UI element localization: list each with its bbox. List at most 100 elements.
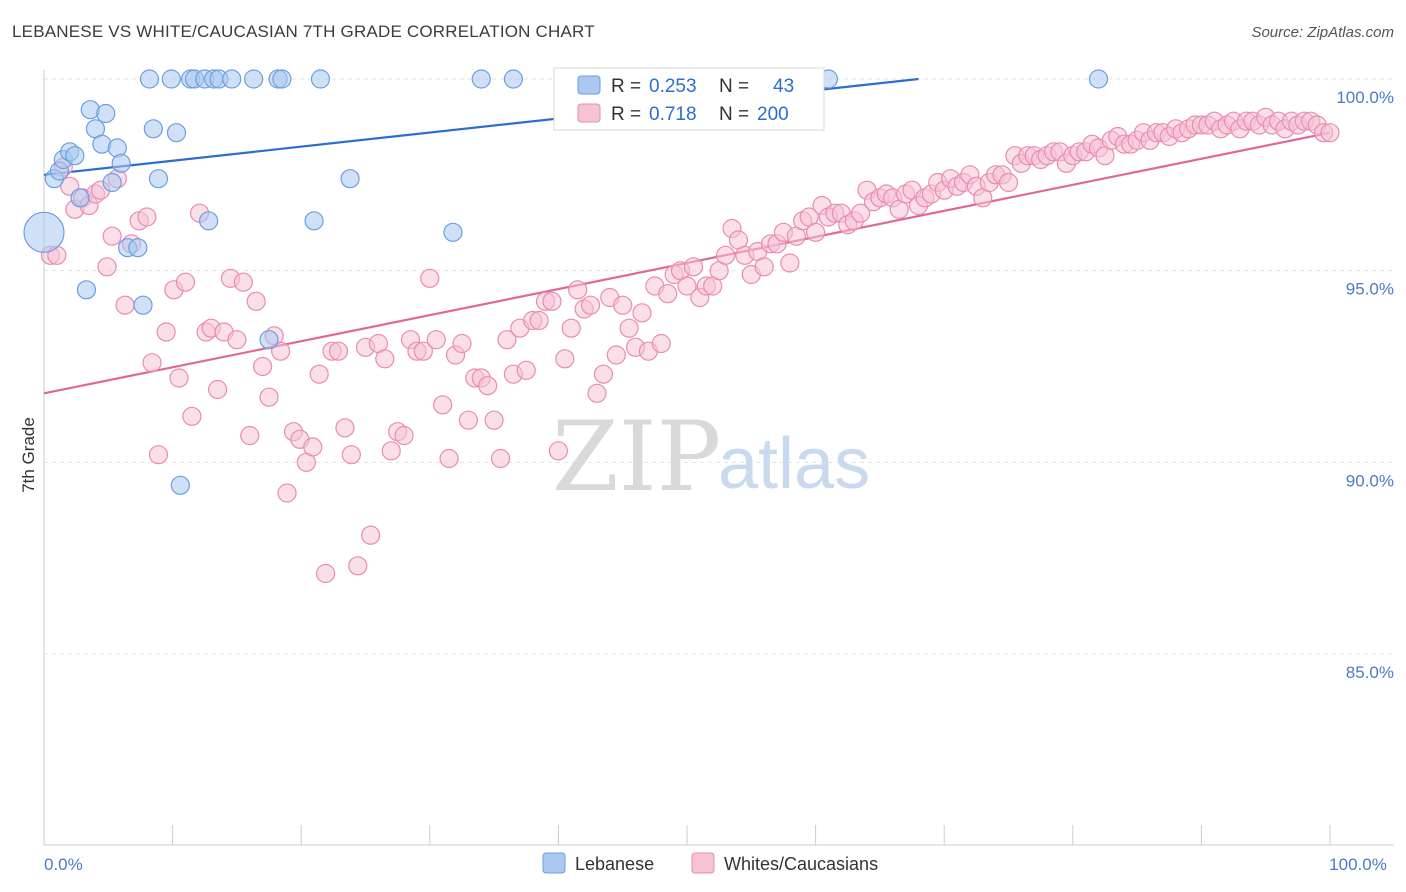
whites-point — [394, 425, 414, 446]
whites-point — [593, 364, 614, 384]
lebanese-n-value: 43 — [773, 76, 794, 97]
lebanese-point — [304, 211, 324, 231]
lebanese-point — [76, 280, 97, 300]
whites-point — [142, 353, 162, 373]
lebanese-point — [1088, 69, 1109, 89]
lebanese-point — [259, 330, 279, 350]
whites-point — [715, 245, 736, 265]
whites-point — [413, 341, 433, 361]
lebanese-swatch — [577, 75, 601, 95]
axes — [43, 70, 1394, 846]
whites-point — [683, 257, 704, 277]
gridlines — [44, 78, 1394, 655]
lebanese-point — [272, 69, 292, 89]
whites-point — [780, 253, 800, 273]
whites-point — [998, 172, 1019, 193]
whites-point — [246, 291, 266, 311]
whites-point — [677, 276, 697, 296]
y-axis-label: 7th Grade — [19, 417, 38, 493]
lebanese-point — [102, 172, 122, 193]
whites-point — [169, 368, 189, 388]
x-tick-label: 0.0% — [44, 855, 83, 874]
watermark-zip: ZIP — [552, 401, 721, 513]
whites-point — [478, 376, 498, 396]
whites-point — [851, 203, 871, 223]
whites-r-label: R = — [611, 104, 641, 125]
legend-lebanese-label: Lebanese — [575, 854, 654, 874]
lebanese-point — [143, 119, 163, 139]
whites-point — [651, 333, 671, 354]
whites-point — [548, 441, 569, 461]
legend-whites-label: Whites/Caucasians — [724, 854, 878, 874]
lebanese-r-value: 0.253 — [649, 76, 697, 97]
chart-title: LEBANESE VS WHITE/CAUCASIAN 7TH GRADE CO… — [12, 22, 595, 41]
whites-point — [568, 280, 588, 300]
whites-point — [613, 295, 633, 315]
whites-n-label: N = — [719, 104, 749, 125]
whites-point — [348, 556, 368, 576]
whites-n-value: 200 — [757, 104, 789, 125]
whites-point — [542, 291, 562, 311]
lebanese-point — [170, 475, 190, 495]
y-tick-label: 95.0% — [1346, 280, 1394, 299]
y-tick-label: 90.0% — [1346, 471, 1394, 490]
lebanese-point — [23, 211, 65, 253]
y-tick-label: 100.0% — [1336, 88, 1394, 107]
source-credit: Source: ZipAtlas.com — [1251, 24, 1394, 41]
lebanese-point — [222, 69, 242, 89]
whites-point — [805, 222, 826, 242]
lebanese-point — [111, 153, 131, 173]
series-legend: Lebanese Whites/Caucasians — [542, 852, 878, 874]
whites-point — [328, 341, 349, 361]
watermark: ZIP atlas — [552, 401, 870, 513]
whites-point — [148, 445, 169, 465]
whites-point — [497, 330, 517, 350]
whites-point — [303, 437, 323, 457]
whites-point — [619, 318, 639, 338]
lebanese-point — [443, 222, 463, 242]
whites-point — [381, 441, 401, 461]
whites-r-value: 0.718 — [649, 104, 697, 125]
lebanese-point — [310, 69, 331, 89]
whites-point — [335, 418, 355, 438]
whites-point — [277, 483, 297, 503]
lebanese-point — [244, 69, 264, 89]
whites-point — [253, 356, 273, 377]
whites-point — [208, 379, 228, 400]
whites-point — [420, 268, 440, 288]
lebanese-n-label: N = — [719, 76, 749, 97]
whites-point — [484, 410, 504, 430]
whites-point — [97, 257, 117, 277]
whites-point — [458, 410, 478, 430]
lebanese-point — [471, 69, 491, 89]
whites-swatch — [577, 103, 601, 123]
lebanese-point — [96, 103, 116, 124]
whites-point — [658, 284, 678, 304]
lebanese-point — [166, 123, 187, 143]
whites-point — [115, 295, 135, 315]
whites-point — [271, 341, 291, 361]
whites-point — [316, 563, 336, 584]
whites-point — [233, 272, 253, 292]
whites-point — [309, 364, 329, 384]
whites-point — [182, 406, 202, 426]
whites-point — [102, 226, 122, 246]
whites-point — [587, 383, 607, 403]
lebanese-point — [340, 169, 360, 189]
whites-point — [632, 303, 652, 323]
whites-point — [426, 330, 446, 350]
whites-point — [490, 448, 511, 469]
data-points — [23, 69, 1340, 584]
whites-point — [375, 349, 395, 369]
whites-point — [439, 448, 459, 469]
y-tick-label: 85.0% — [1346, 663, 1394, 682]
watermark-atlas: atlas — [718, 424, 870, 504]
lebanese-point — [65, 146, 85, 166]
lebanese-point — [161, 69, 181, 89]
y-tick-labels: 100.0% 95.0% 90.0% 85.0% — [1336, 88, 1394, 682]
whites-point — [175, 272, 196, 292]
whites-point — [259, 387, 279, 407]
whites-point — [227, 330, 247, 350]
whites-point — [433, 395, 453, 415]
